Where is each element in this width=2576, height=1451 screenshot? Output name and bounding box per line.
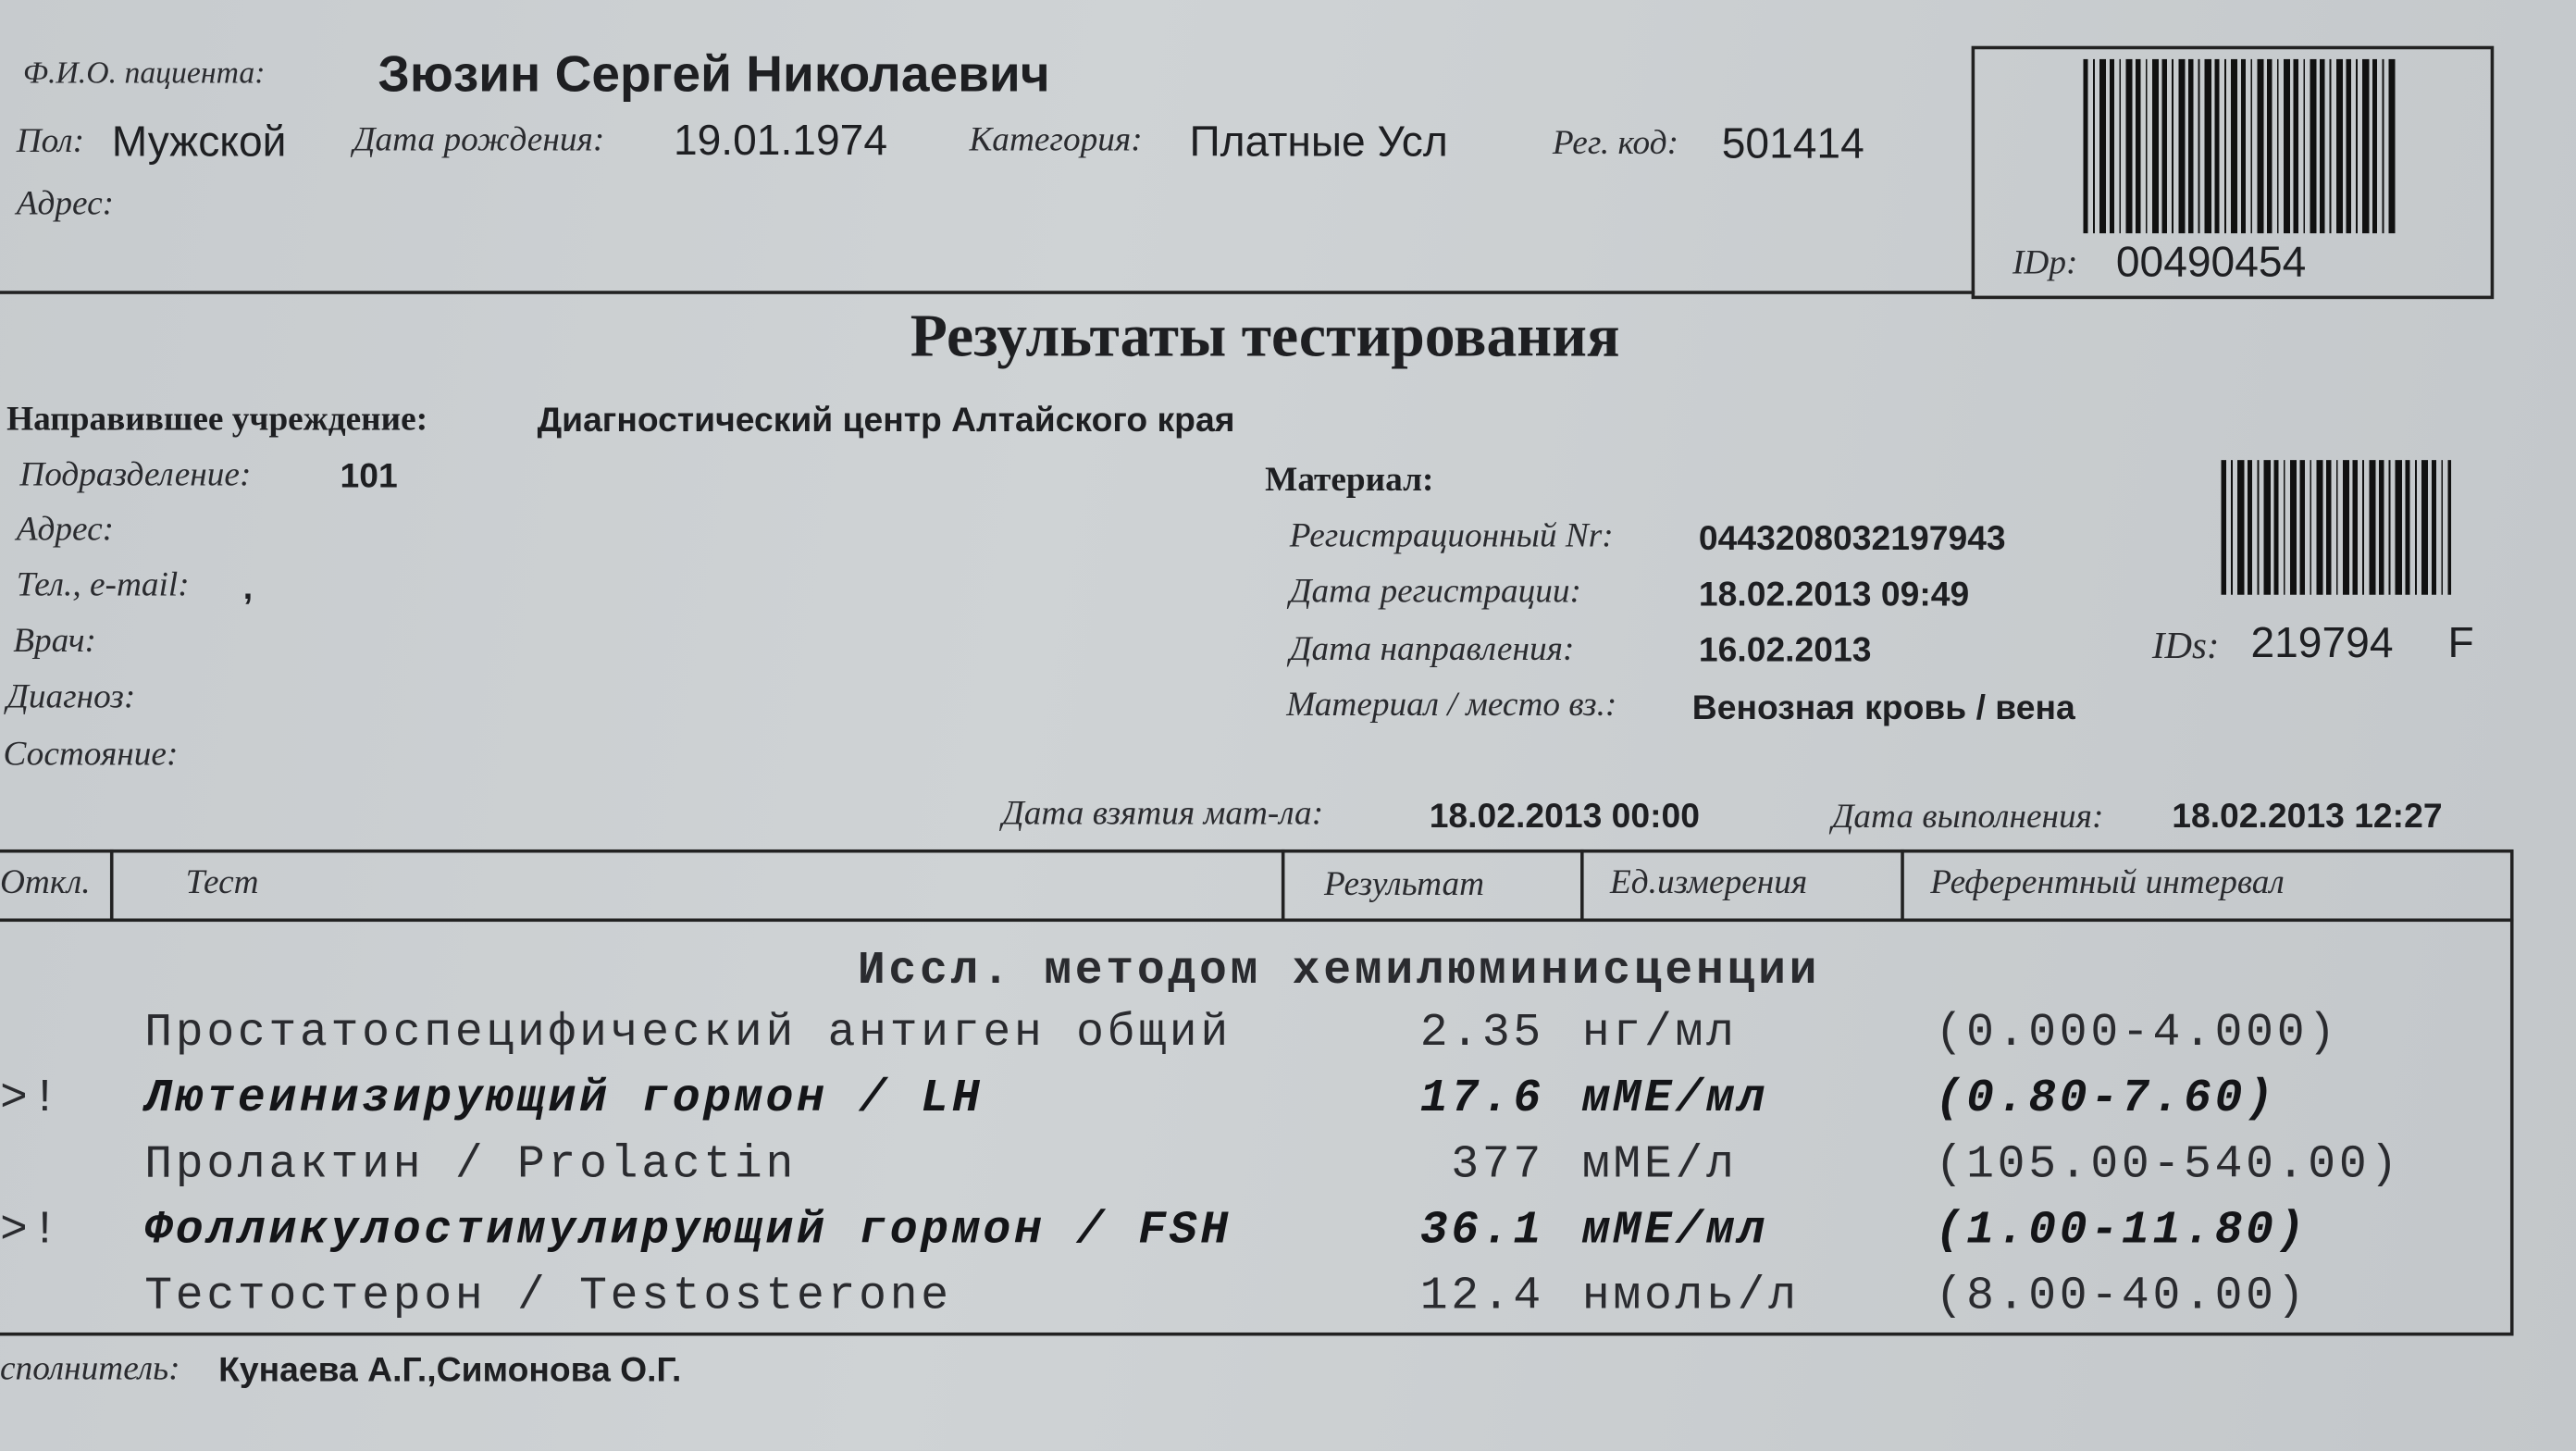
reference-range: (1.00-11.80) xyxy=(1935,1206,2309,1258)
group-title: Иссл. методом хемилюминисценции xyxy=(857,946,1821,998)
column-header: Ед.измерения xyxy=(1609,862,1808,901)
label: Тел., e-mail: xyxy=(16,564,190,604)
flag: >! xyxy=(0,1074,63,1126)
rule xyxy=(1281,849,1285,921)
value: 18.02.2013 12:27 xyxy=(2172,798,2443,836)
label: Дата выполнения: xyxy=(1831,796,2104,836)
value: Мужской xyxy=(111,117,287,167)
rule xyxy=(0,918,2514,923)
rule xyxy=(1901,849,1904,921)
label: Материал: xyxy=(1265,459,1434,499)
test-name: Пролактин / Prolactin xyxy=(144,1140,798,1192)
value: 16.02.2013 xyxy=(1698,631,1872,670)
label: Диагноз: xyxy=(6,676,136,716)
value: Платные Усл xyxy=(1189,117,1448,167)
label: Дата направления: xyxy=(1289,628,1575,668)
label: Регистрационный Nr: xyxy=(1289,515,1614,555)
result: 2.35 xyxy=(1419,1009,1544,1060)
label: Категория: xyxy=(969,118,1143,159)
unit: мМЕ/мл xyxy=(1581,1074,1769,1126)
unit: мМЕ/мл xyxy=(1581,1206,1769,1258)
rule xyxy=(1580,849,1584,921)
label: Состояние: xyxy=(3,733,179,774)
result: 17.6 xyxy=(1419,1074,1544,1126)
unit: нг/мл xyxy=(1581,1009,1738,1060)
label: Пол: xyxy=(16,120,85,161)
label: Дата рождения: xyxy=(353,118,605,159)
test-name: Тестостерон / Testosterone xyxy=(144,1271,952,1323)
barcode-box xyxy=(1971,45,2495,300)
label: Дата регистрации: xyxy=(1289,570,1581,611)
column-header: Референтный интервал xyxy=(1930,862,2285,901)
value: Диагностический центр Алтайского края xyxy=(537,402,1235,440)
label: Материал / место вз.: xyxy=(1286,684,1617,725)
test-name: Простатоспецифический антиген общий xyxy=(144,1009,1232,1060)
label: Дата взятия мат-ла: xyxy=(1002,792,1324,833)
title: Результаты тестирования xyxy=(910,303,1620,371)
value: 18.02.2013 00:00 xyxy=(1429,798,1701,836)
label: Адрес: xyxy=(16,182,115,223)
barcode xyxy=(2083,58,2396,234)
column-header: Тест xyxy=(185,862,259,901)
unit: мМЕ/л xyxy=(1581,1140,1738,1192)
column-header: Результат xyxy=(1324,863,1485,903)
reference-range: (0.80-7.60) xyxy=(1935,1074,2277,1126)
label: IDp: xyxy=(2012,242,2078,282)
value: , xyxy=(242,569,254,608)
rule xyxy=(0,291,1975,294)
result: 377 xyxy=(1451,1140,1544,1192)
column-header: Откл. xyxy=(0,862,91,901)
value: 219794 xyxy=(2250,617,2394,667)
label: Направившее учреждение: xyxy=(6,398,428,439)
test-name: Фолликулостимулирующий гормон / FSH xyxy=(144,1206,1232,1258)
value: 101 xyxy=(340,457,398,496)
result: 36.1 xyxy=(1419,1206,1544,1258)
label: Адрес: xyxy=(16,508,115,549)
label: Ф.И.О. пациента: xyxy=(22,56,266,92)
test-name: Лютеинизирующий гормон / LH xyxy=(144,1074,984,1126)
label: Подразделение: xyxy=(19,453,252,494)
result: 12.4 xyxy=(1419,1271,1544,1323)
reference-range: (105.00-540.00) xyxy=(1935,1140,2401,1192)
value: F xyxy=(2447,617,2474,667)
label: сполнитель: xyxy=(0,1347,180,1388)
label: Врач: xyxy=(13,620,96,660)
label: Рег. код: xyxy=(1552,122,1678,162)
value: 501414 xyxy=(1721,118,1864,168)
rule xyxy=(109,849,114,921)
value: 00490454 xyxy=(2115,236,2307,286)
value: 19.01.1974 xyxy=(673,115,888,165)
patient-name: Зюзин Сергей Николаевич xyxy=(378,44,1050,103)
reference-range: (0.000-4.000) xyxy=(1935,1009,2339,1060)
barcode xyxy=(2221,460,2452,595)
reference-range: (8.00-40.00) xyxy=(1935,1271,2309,1323)
value: 18.02.2013 09:49 xyxy=(1698,576,1970,614)
flag: >! xyxy=(0,1206,63,1258)
value: 0443208032197943 xyxy=(1698,519,2006,558)
table-frame xyxy=(0,849,2514,1336)
value: Венозная кровь / вена xyxy=(1691,688,2075,727)
unit: нмоль/л xyxy=(1581,1271,1800,1323)
label: IDs: xyxy=(2151,625,2220,666)
value: Кунаева А.Г.,Симонова О.Г. xyxy=(218,1351,682,1390)
